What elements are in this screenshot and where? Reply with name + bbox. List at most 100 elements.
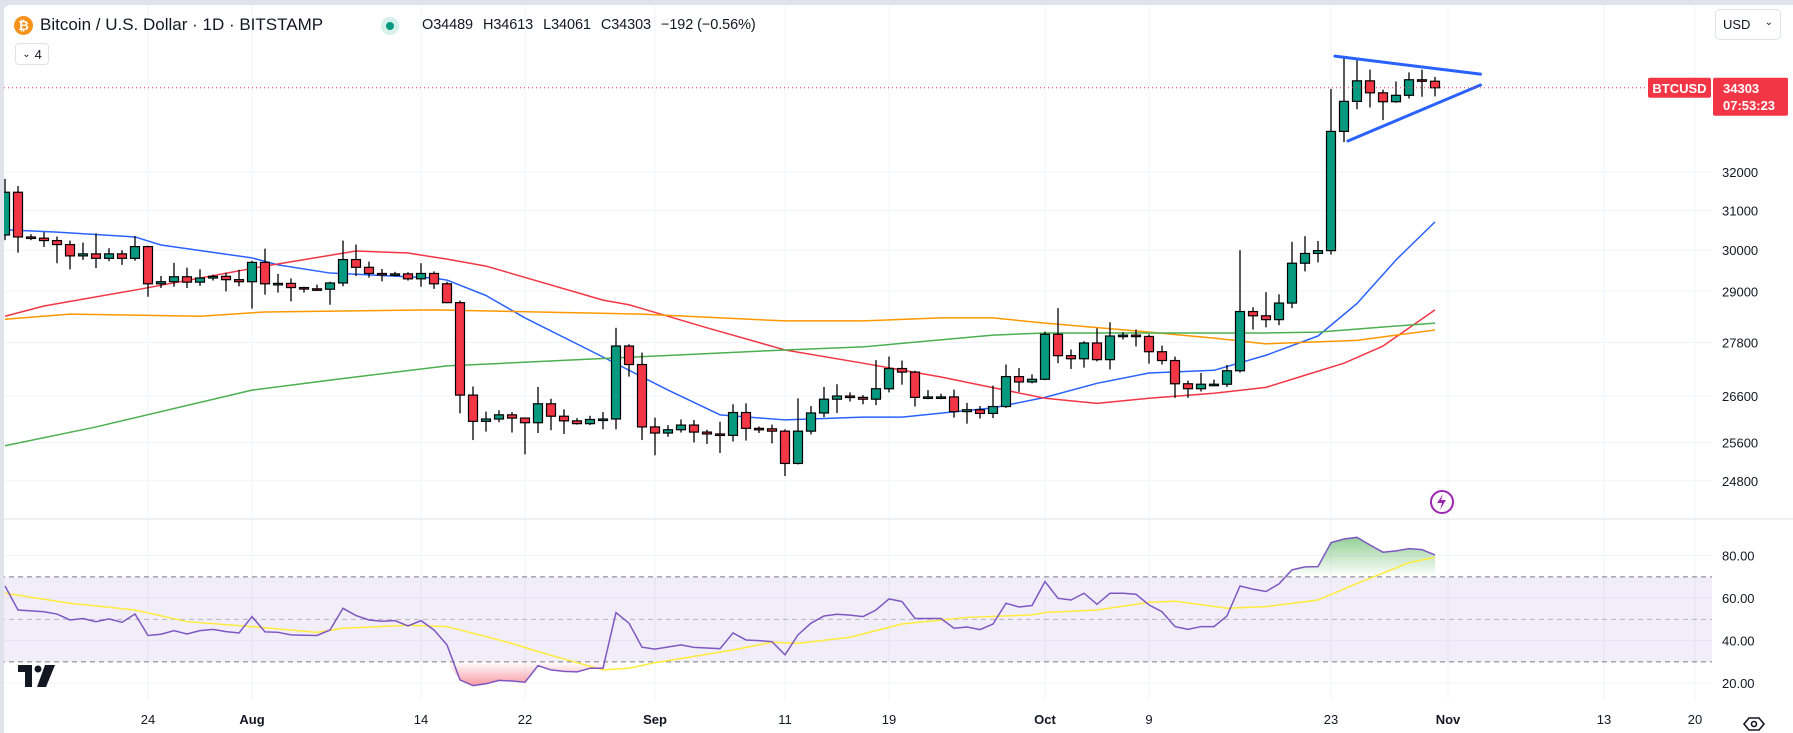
candle[interactable] [909, 370, 921, 407]
candle[interactable] [688, 419, 700, 443]
candle[interactable] [675, 419, 687, 433]
trendline[interactable] [1346, 83, 1482, 143]
candle[interactable] [337, 240, 349, 287]
candle[interactable] [1286, 241, 1298, 309]
candle[interactable] [1169, 356, 1181, 398]
candle[interactable] [480, 411, 492, 432]
eye-icon[interactable] [1742, 715, 1766, 733]
candle[interactable] [1156, 345, 1168, 365]
candle[interactable] [155, 275, 167, 288]
candle[interactable] [168, 262, 180, 287]
candle[interactable] [831, 384, 843, 413]
candle[interactable] [610, 327, 622, 430]
candle[interactable] [1273, 294, 1285, 326]
candle[interactable] [12, 186, 24, 253]
candle[interactable] [129, 236, 141, 261]
chart-canvas[interactable]: 24 Aug 14 22 Sep 11 19 Oct 9 23 Nov 13 20 32000 31000 3… [4, 5, 1793, 733]
candle[interactable] [727, 404, 739, 442]
candle[interactable] [1325, 88, 1337, 255]
candle[interactable] [1390, 81, 1402, 103]
candle[interactable] [389, 271, 401, 277]
candle[interactable] [844, 392, 856, 402]
candle[interactable] [1312, 240, 1324, 263]
candle[interactable] [779, 429, 791, 477]
candle[interactable] [1039, 331, 1051, 381]
candle[interactable] [1000, 364, 1012, 408]
candle[interactable] [1221, 364, 1233, 387]
candle[interactable] [1104, 322, 1116, 370]
candle[interactable] [883, 356, 895, 393]
candle[interactable] [90, 233, 102, 269]
candle[interactable] [350, 244, 362, 276]
candle[interactable] [1403, 72, 1415, 99]
candle[interactable] [1208, 379, 1220, 387]
candle[interactable] [194, 269, 206, 286]
candle[interactable] [922, 390, 934, 400]
lightning-event-icon[interactable] [1429, 489, 1455, 515]
candle[interactable] [324, 281, 336, 305]
candle[interactable] [740, 403, 752, 441]
candle[interactable] [298, 286, 310, 293]
candle[interactable] [1013, 368, 1025, 392]
candle[interactable] [1065, 349, 1077, 369]
candle[interactable] [597, 412, 609, 430]
candle[interactable] [454, 300, 466, 414]
candle[interactable] [974, 406, 986, 419]
candle[interactable] [766, 424, 778, 444]
candle[interactable] [181, 267, 193, 288]
candle[interactable] [25, 234, 37, 241]
candle[interactable] [220, 272, 232, 292]
candle[interactable] [1130, 329, 1142, 347]
candle[interactable] [116, 250, 128, 265]
candle[interactable] [532, 386, 544, 434]
candle[interactable] [1182, 380, 1194, 398]
candle[interactable] [1247, 307, 1259, 330]
candle[interactable] [571, 418, 583, 425]
candle[interactable] [714, 421, 726, 453]
candle[interactable] [259, 248, 271, 295]
candle[interactable] [870, 360, 882, 406]
candle[interactable] [1299, 236, 1311, 272]
candle[interactable] [857, 395, 869, 405]
candle[interactable] [753, 426, 765, 434]
candle[interactable] [1429, 76, 1441, 97]
candle[interactable] [935, 393, 947, 400]
candle[interactable] [4, 178, 11, 241]
candle[interactable] [1416, 69, 1428, 97]
candle[interactable] [1026, 374, 1038, 384]
candle[interactable] [38, 232, 50, 247]
candle[interactable] [519, 417, 531, 455]
candle[interactable] [1234, 250, 1246, 373]
candle[interactable] [103, 248, 115, 262]
candle[interactable] [805, 406, 817, 435]
symbol-title[interactable]: Bitcoin / U.S. Dollar · 1D · BITSTAMP [40, 15, 324, 34]
candle[interactable] [142, 245, 154, 297]
candle[interactable] [649, 417, 661, 456]
candle[interactable] [584, 415, 596, 426]
candle[interactable] [1338, 58, 1350, 143]
candle[interactable] [311, 284, 323, 291]
candle[interactable] [493, 410, 505, 423]
candle[interactable] [701, 429, 713, 444]
candle[interactable] [1078, 341, 1090, 368]
candle[interactable] [233, 269, 245, 287]
candle[interactable] [558, 409, 570, 434]
candle[interactable] [1195, 372, 1207, 392]
candle[interactable] [272, 273, 284, 293]
candle[interactable] [961, 402, 973, 424]
candle[interactable] [246, 260, 258, 309]
candle[interactable] [441, 281, 453, 304]
candle[interactable] [896, 360, 908, 385]
candle[interactable] [428, 271, 440, 289]
currency-select[interactable]: USD ⌄ [1715, 9, 1781, 40]
candle[interactable] [376, 268, 388, 282]
candle[interactable] [207, 274, 219, 281]
candle[interactable] [948, 389, 960, 418]
candle[interactable] [363, 261, 375, 278]
trendline[interactable] [1333, 54, 1482, 76]
candle[interactable] [467, 386, 479, 441]
candle[interactable] [1377, 89, 1389, 121]
candle[interactable] [285, 278, 297, 302]
candle[interactable] [402, 272, 414, 281]
candle[interactable] [1052, 308, 1064, 364]
